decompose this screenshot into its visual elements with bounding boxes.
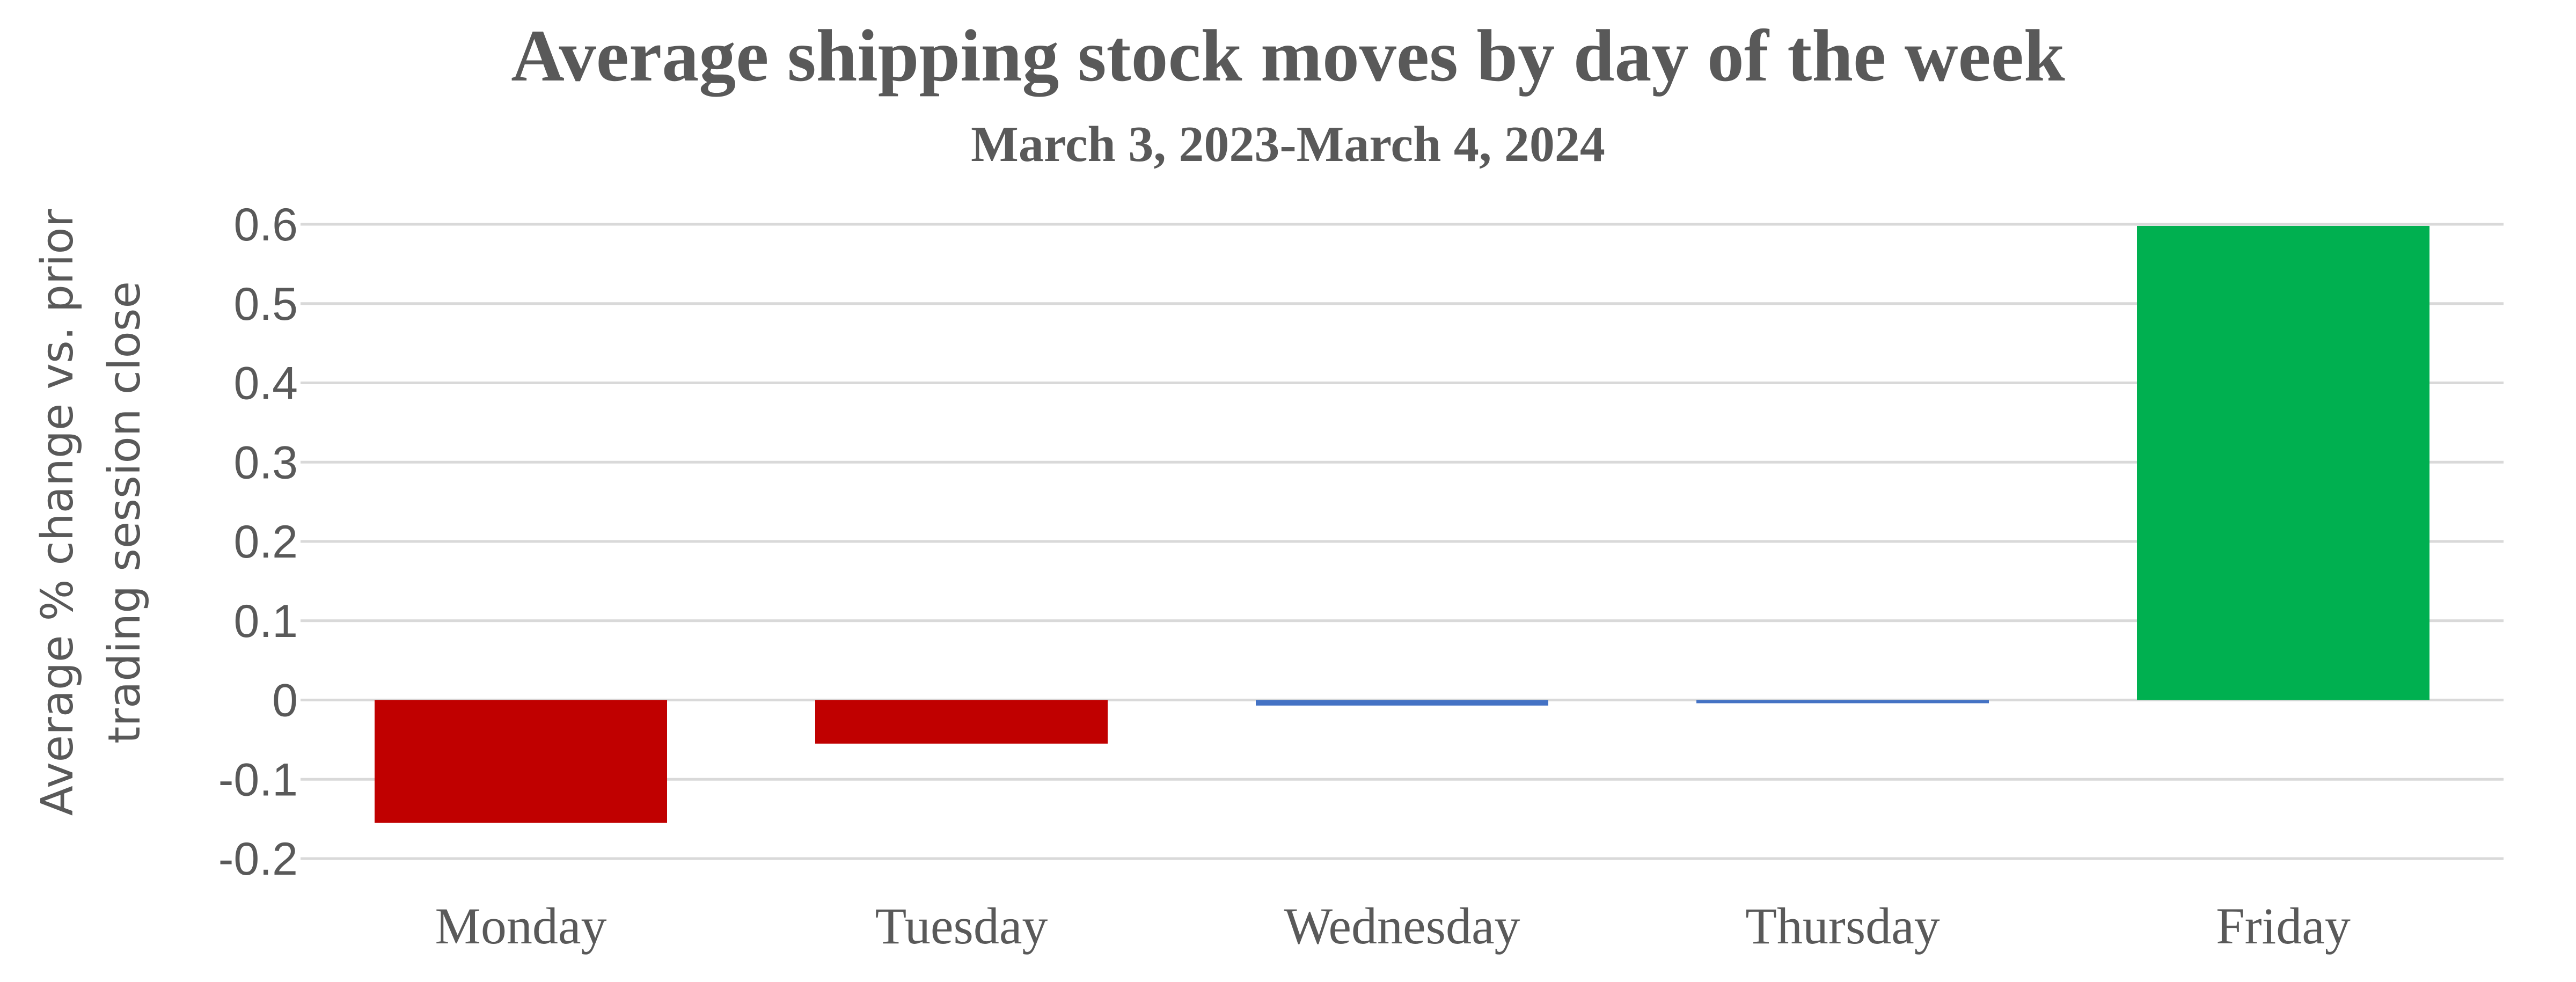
bar-thursday [1696, 700, 1989, 703]
bar-friday [2137, 225, 2429, 700]
bar-tuesday [815, 700, 1108, 744]
y-tick-label: -0.2 [218, 833, 298, 885]
chart-title: Average shipping stock moves by day of t… [511, 14, 2065, 97]
y-tick-label: 0.6 [233, 199, 298, 251]
x-axis-ticks: Monday Tuesday Wednesday Thursday Friday [435, 897, 2351, 955]
bars [375, 225, 2429, 823]
x-tick-label-tuesday: Tuesday [875, 897, 1048, 955]
chart-subtitle: March 3, 2023-March 4, 2024 [971, 116, 1605, 172]
bar-monday [375, 700, 667, 823]
y-axis-label-line-1: Average % change vs. prior [32, 209, 83, 816]
y-tick-label: 0.4 [233, 358, 298, 409]
y-axis-label: Average % change vs. prior trading sessi… [32, 209, 150, 816]
y-tick-label: 0.1 [233, 596, 298, 647]
x-tick-label-monday: Monday [435, 897, 607, 955]
y-tick-label: -0.1 [218, 754, 298, 805]
y-tick-label: 0.5 [233, 279, 298, 330]
x-tick-label-friday: Friday [2216, 897, 2351, 955]
y-axis-label-line-2: trading session close [99, 281, 150, 744]
y-tick-label: 0.3 [233, 437, 298, 488]
y-axis-ticks: -0.2 -0.1 0 0.1 0.2 0.3 0.4 0.5 0.6 [218, 199, 298, 885]
bar-wednesday [1256, 700, 1548, 706]
x-tick-label-wednesday: Wednesday [1284, 897, 1520, 955]
y-tick-label: 0 [272, 675, 298, 727]
gridlines [301, 223, 2504, 860]
y-tick-label: 0.2 [233, 516, 298, 568]
x-tick-label-thursday: Thursday [1745, 897, 1940, 955]
